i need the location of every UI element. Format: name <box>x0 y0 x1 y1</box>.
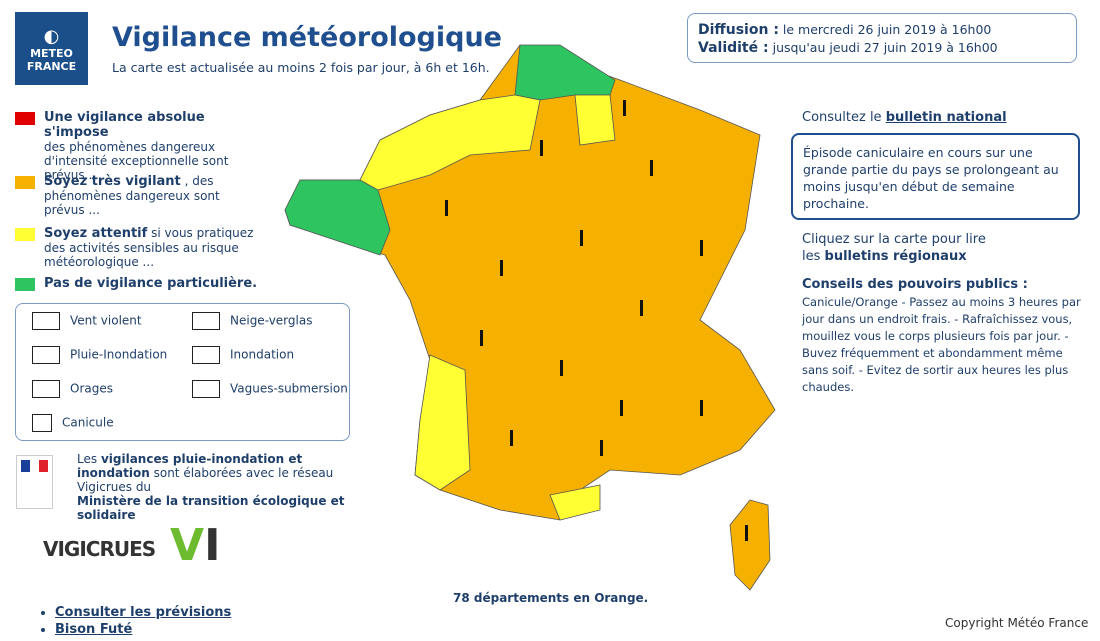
level-title: Une vigilance absolue s'impose <box>44 110 205 140</box>
text: vigilances pluie-inondation et inondatio… <box>77 452 303 480</box>
level-title: Soyez attentif <box>44 226 148 241</box>
label: Neige-verglas <box>230 313 313 328</box>
text: Ministère de la transition écologique et… <box>77 494 345 522</box>
subtitle: La carte est actualisée au moins 2 fois … <box>112 60 490 75</box>
level: Soyez très vigilant , des phénomènes dan… <box>44 174 264 217</box>
phenomenon: Vagues-submersion <box>192 380 348 398</box>
logo-line: METEO <box>30 47 73 60</box>
label: Diffusion : <box>698 22 779 38</box>
phenomenon: Vent violent <box>32 312 142 330</box>
vigicrues-text: Les vigilances pluie-inondation et inond… <box>77 452 377 522</box>
corsica[interactable] <box>729 499 771 591</box>
link[interactable]: Consulter les prévisions <box>55 605 232 620</box>
links: Consulter les prévisions Bison Futé <box>33 604 231 638</box>
text: Consultez le <box>802 110 882 125</box>
text: les <box>802 249 821 264</box>
label: Vent violent <box>70 313 142 328</box>
level-text: , des phénomènes dangereux sont prévus .… <box>44 174 220 217</box>
phenomena-box: Vent violent Neige-verglas Pluie-Inondat… <box>15 303 350 441</box>
swatch <box>15 112 35 125</box>
logo-icon: ◐ <box>43 26 60 47</box>
link[interactable]: bulletins régionaux <box>824 249 967 264</box>
diffusion: Diffusion : le mercredi 26 juin 2019 à 1… <box>698 21 1066 39</box>
label: Canicule <box>62 415 114 430</box>
text: Les <box>77 452 98 466</box>
level-title: Soyez très vigilant <box>44 174 181 189</box>
label: Inondation <box>230 347 295 362</box>
conseils-title: Conseils des pouvoirs publics : <box>802 277 1028 292</box>
yellow-normandy[interactable] <box>359 94 541 191</box>
value: le mercredi 26 juin 2019 à 16h00 <box>782 22 992 37</box>
phenomenon: Orages <box>32 380 113 398</box>
value: jusqu'au jeudi 27 juin 2019 à 16h00 <box>772 40 998 55</box>
level-text: si vous pratiquez des activités sensible… <box>44 226 254 269</box>
label: Validité : <box>698 40 769 56</box>
vigicrues-mark: VI <box>170 520 221 571</box>
text: Cliquez sur la carte pour lire <box>802 232 986 247</box>
logo: ◐ METEO FRANCE <box>15 12 88 85</box>
link[interactable]: Bison Futé <box>55 622 133 637</box>
regional: Cliquez sur la carte pour lire les bullet… <box>802 231 986 265</box>
phenomenon: Canicule <box>32 414 114 432</box>
swatch <box>15 278 35 291</box>
level: Une vigilance absolue s'impose des phénom… <box>44 110 264 183</box>
level-title: Pas de vigilance particulière. <box>44 276 258 291</box>
swatch <box>15 176 35 189</box>
swatch <box>15 228 35 241</box>
text: sont élaborées avec le réseau Vigicrues … <box>77 466 334 494</box>
conseils-text: Canicule/Orange - Passez au moins 3 heur… <box>802 295 1081 394</box>
label: Vagues-submersion <box>230 381 348 396</box>
copyright: Copyright Météo France <box>945 616 1089 630</box>
level: Pas de vigilance particulière. <box>44 276 304 291</box>
level: Soyez attentif si vous pratiquez des act… <box>44 226 264 269</box>
alert-box: Épisode caniculaire en cours sur une gra… <box>791 133 1080 220</box>
green-west[interactable] <box>284 179 391 256</box>
label: Pluie-Inondation <box>70 347 168 362</box>
title: Vigilance météorologique <box>112 22 502 53</box>
link[interactable]: bulletin national <box>885 110 1007 125</box>
yellow-south[interactable] <box>549 484 601 521</box>
validite: Validité : jusqu'au jeudi 27 juin 2019 à… <box>698 39 1066 57</box>
canicule-icons <box>445 100 748 541</box>
validity-box: Diffusion : le mercredi 26 juin 2019 à 1… <box>687 13 1077 63</box>
yellow-southwest[interactable] <box>414 354 471 491</box>
phenomenon: Inondation <box>192 346 294 364</box>
yellow-north[interactable] <box>574 94 616 146</box>
level-text: des phénomènes dangereux d'intensité exc… <box>44 140 229 182</box>
logo-line: FRANCE <box>26 60 77 73</box>
link-item: Bison Futé <box>55 621 231 638</box>
phenomenon: Pluie-Inondation <box>32 346 167 364</box>
vigicrues-logo: VIGICRUES <box>43 537 156 561</box>
link-item: Consulter les prévisions <box>55 604 231 621</box>
france-map <box>284 44 776 591</box>
national: Consultez le bulletin national <box>802 110 1007 125</box>
phenomenon: Neige-verglas <box>192 312 312 330</box>
ministry-logo <box>16 455 53 509</box>
map-caption: 78 départements en Orange. <box>453 591 649 605</box>
label: Orages <box>70 381 113 396</box>
green-north[interactable] <box>514 44 616 101</box>
